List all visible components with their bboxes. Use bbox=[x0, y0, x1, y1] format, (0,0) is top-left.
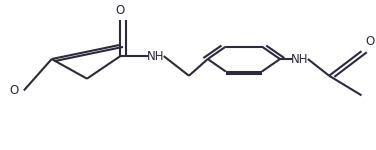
Text: NH: NH bbox=[291, 52, 308, 66]
Text: O: O bbox=[116, 4, 125, 17]
Text: NH: NH bbox=[147, 50, 164, 63]
Text: O: O bbox=[9, 84, 18, 97]
Text: O: O bbox=[365, 35, 374, 48]
